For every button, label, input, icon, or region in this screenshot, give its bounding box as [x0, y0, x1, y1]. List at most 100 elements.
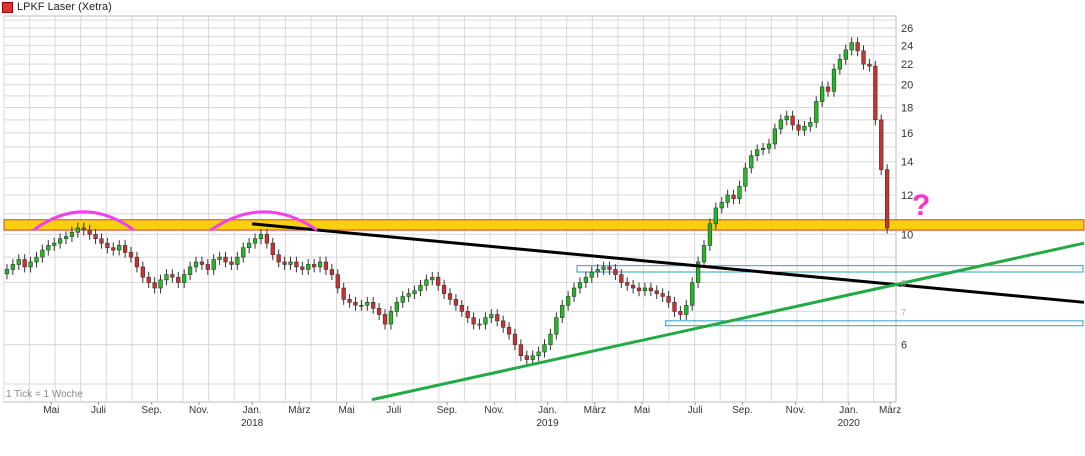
candle-body — [873, 65, 878, 121]
y-tick-label: 16 — [901, 128, 913, 140]
candle-body — [146, 276, 151, 283]
x-tick-label: März — [584, 405, 606, 416]
candle-body — [760, 147, 766, 151]
candle-body — [105, 242, 110, 249]
candle-body — [317, 261, 323, 268]
candle-body — [359, 304, 364, 307]
candle-body — [247, 242, 252, 249]
candle-body — [394, 302, 399, 312]
question-mark-annotation: ? — [912, 189, 930, 222]
y-tick-label: 22 — [901, 59, 913, 71]
candle-body — [678, 311, 683, 315]
candle-body — [796, 124, 801, 131]
candle-body — [784, 115, 789, 121]
candle-body — [518, 344, 524, 357]
candle-body — [441, 284, 447, 294]
candle-body — [743, 167, 748, 187]
candle-body — [176, 276, 181, 283]
candle-body — [28, 261, 33, 268]
year-label: 2020 — [838, 418, 861, 429]
x-tick-label: März — [288, 405, 310, 416]
candle-body — [814, 101, 819, 123]
candle-body — [128, 252, 134, 258]
candle-body — [288, 261, 293, 265]
candle-body — [530, 355, 535, 360]
candle-body — [312, 264, 317, 268]
support-zone — [3, 219, 1085, 231]
candle-body — [371, 302, 376, 309]
x-tick-label: Jan. — [839, 405, 858, 416]
y-tick-label: 12 — [901, 190, 913, 202]
candle-body — [861, 50, 866, 65]
chart-title: LPKF Laser (Xetra) — [2, 1, 112, 13]
candle-body — [690, 282, 695, 306]
candle-body — [187, 266, 193, 275]
candle-body — [607, 266, 612, 270]
candle-body — [855, 42, 860, 52]
candle-body — [501, 320, 506, 328]
year-label: 2019 — [536, 418, 559, 429]
candle-body — [625, 282, 630, 286]
resistance-arc — [209, 210, 318, 232]
candle-body — [282, 261, 287, 265]
candle-body — [57, 238, 63, 244]
x-tick-label: Jan. — [538, 405, 557, 416]
candle-body — [648, 287, 653, 292]
candle-body — [229, 261, 234, 265]
candle-body — [489, 314, 494, 318]
candle-body — [158, 279, 163, 289]
candle-body — [808, 122, 813, 127]
candle-body — [22, 259, 27, 268]
x-tick-label: Sep. — [141, 405, 162, 416]
candle-body — [879, 119, 884, 170]
x-tick-label: Sep. — [732, 405, 753, 416]
candle-body — [329, 269, 334, 275]
y-tick-label: 26 — [901, 23, 913, 35]
support-zone-band — [3, 219, 1085, 231]
candle-body — [483, 317, 488, 325]
candle-body — [81, 227, 86, 231]
range-box — [665, 320, 1084, 327]
candle-body — [885, 169, 890, 229]
range-box — [576, 265, 1084, 273]
candle-body — [849, 42, 854, 51]
candle-body — [725, 194, 730, 203]
candle-body — [276, 254, 281, 263]
candle-body — [554, 317, 559, 335]
candle-body — [430, 276, 435, 281]
candle-body — [211, 259, 216, 270]
uptrend-line — [371, 241, 1085, 402]
y-tick-label: 14 — [901, 157, 913, 169]
candle-body — [471, 317, 476, 325]
candle-body — [560, 304, 565, 318]
candle-body — [601, 266, 606, 270]
candle-body — [16, 259, 21, 265]
candle-body — [613, 269, 618, 275]
candles — [4, 37, 890, 366]
candle-body — [831, 68, 837, 92]
candle-body — [654, 290, 659, 294]
candle-body — [205, 264, 210, 270]
candle-body — [388, 311, 394, 325]
candle-body — [571, 287, 577, 297]
tick-footnote: 1 Tick = 1 Woche — [6, 389, 83, 400]
candle-body — [252, 238, 258, 244]
x-tick-label: Juli — [386, 405, 401, 416]
series-swatch-icon — [2, 1, 13, 13]
candle-body — [477, 323, 482, 326]
y-tick-label: 6 — [901, 340, 907, 352]
candle-body — [542, 344, 547, 353]
candle-body — [802, 125, 807, 131]
candle-body — [306, 264, 311, 270]
resistance-arc — [32, 210, 135, 232]
candle-body — [619, 274, 624, 283]
candle-body — [583, 276, 588, 283]
candle-body — [595, 269, 600, 273]
candle-body — [353, 302, 358, 306]
candle-body — [134, 256, 140, 268]
candle-body — [117, 245, 122, 251]
candle-body — [99, 238, 104, 244]
candle-body — [719, 202, 724, 209]
